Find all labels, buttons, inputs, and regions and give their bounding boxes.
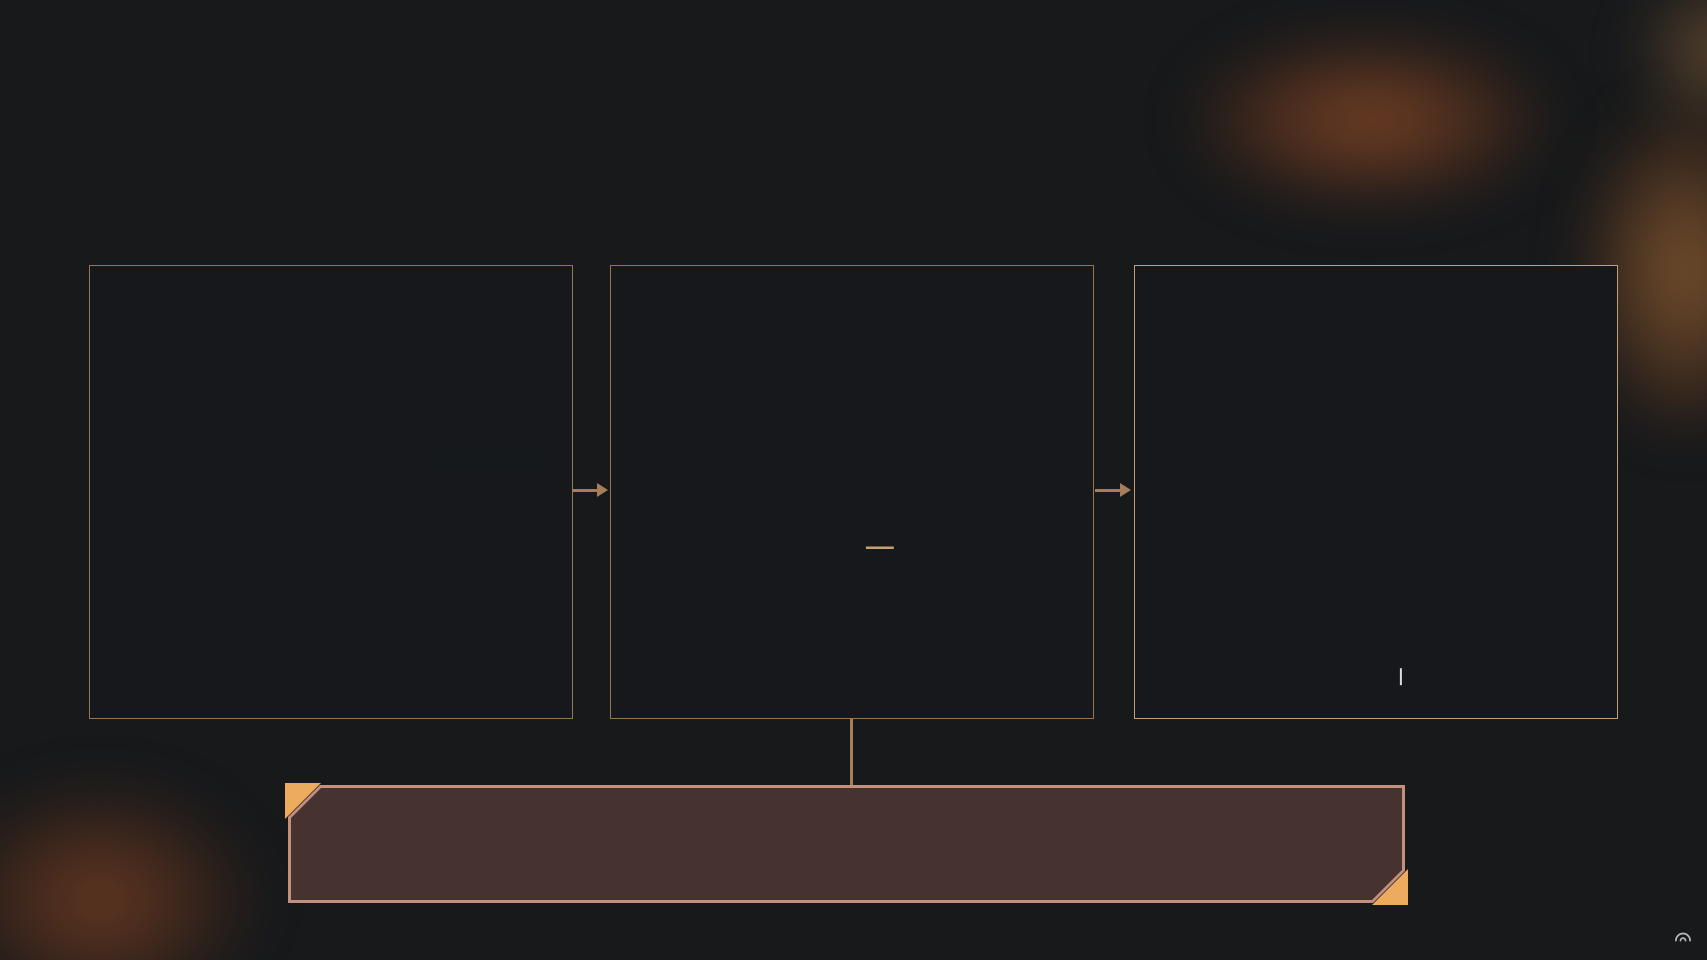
- arrow-panel1-to-panel2-icon: [572, 483, 608, 497]
- panel-loss-function: [610, 265, 1094, 719]
- panel-gradient-descent: [1134, 265, 1618, 719]
- notebooklm-logo-icon: [1675, 932, 1691, 942]
- arrow-head: [1120, 483, 1131, 497]
- equation-label-backdrop: [424, 446, 553, 473]
- scatter-plot-residuals: [865, 530, 1074, 587]
- arrow-head: [597, 483, 608, 497]
- caption-fill: [291, 788, 1402, 900]
- loss-surface-figure: [1399, 668, 1402, 686]
- caption-connector-line: [850, 719, 853, 786]
- arrow-panel2-to-panel3-icon: [1095, 483, 1131, 497]
- panel-the-guess: [89, 265, 573, 719]
- mse-label-backdrop: [897, 530, 1074, 587]
- caption-box: [285, 783, 1408, 905]
- scatter-plot-guess: [424, 446, 553, 473]
- brand-footer: [1673, 926, 1699, 946]
- caption-text: [288, 785, 1405, 903]
- arrow-shaft: [1095, 489, 1122, 492]
- arrow-shaft: [572, 489, 599, 492]
